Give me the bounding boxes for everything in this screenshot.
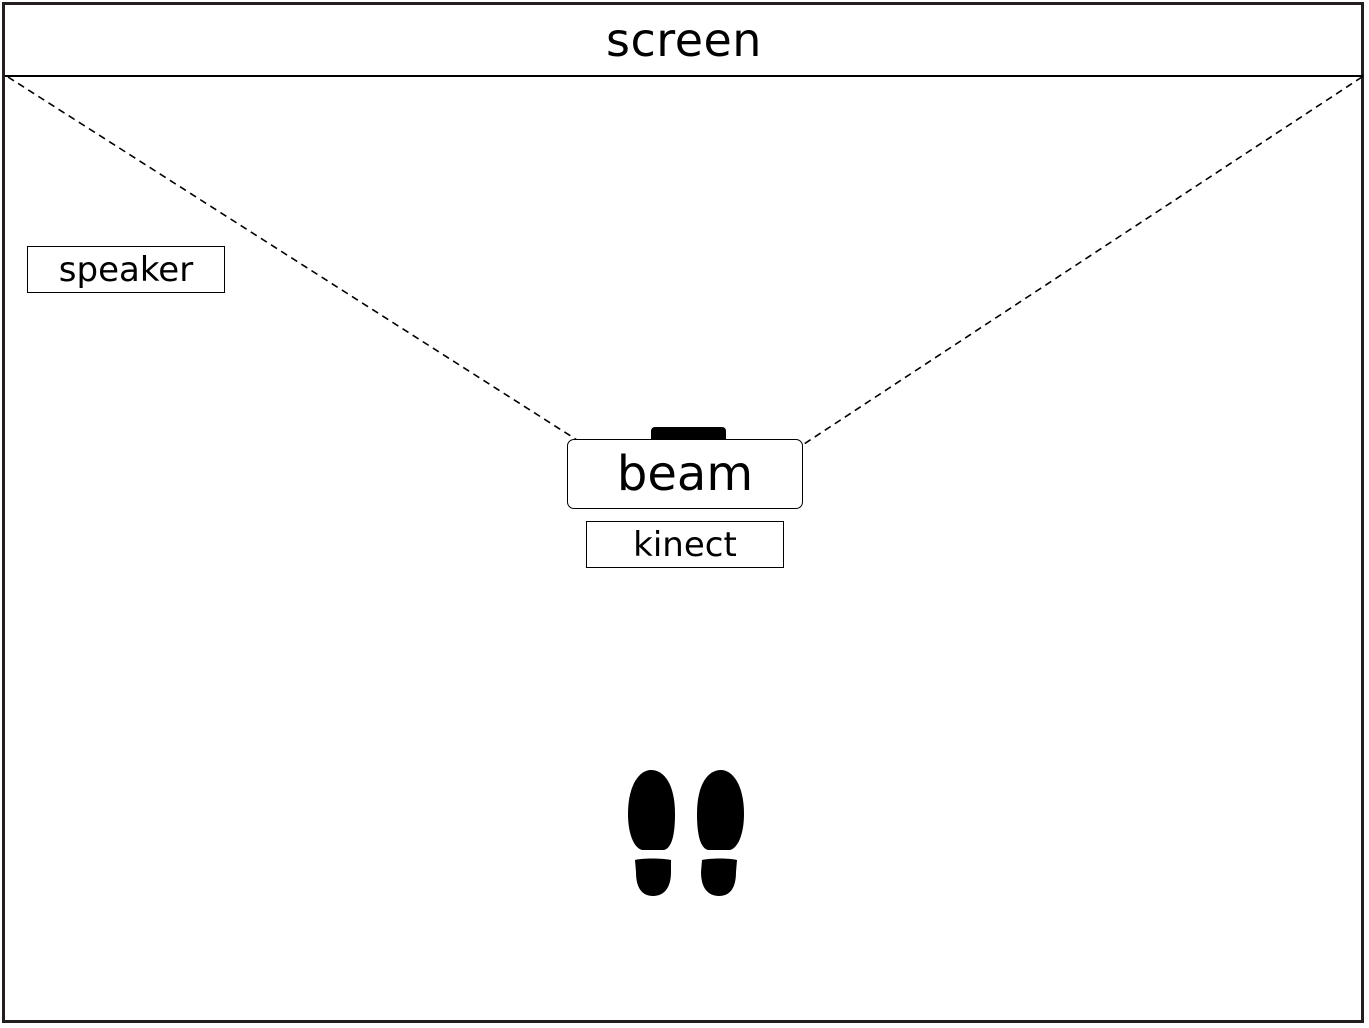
right-foot-sole [697, 770, 744, 850]
screen-label: screen [606, 13, 762, 67]
left-foot-sole [628, 770, 675, 850]
left-foot-heel [635, 858, 671, 896]
beam-projector-box: beam [567, 439, 803, 509]
speaker-box: speaker [27, 246, 225, 293]
speaker-label: speaker [58, 249, 194, 290]
right-foot-heel [701, 858, 737, 896]
projector-lens-icon [651, 427, 726, 440]
screen-area: screen [5, 5, 1363, 77]
kinect-box: kinect [586, 521, 784, 568]
kinect-label: kinect [633, 524, 737, 565]
footprints-icon [628, 770, 744, 896]
beam-label: beam [616, 446, 754, 502]
